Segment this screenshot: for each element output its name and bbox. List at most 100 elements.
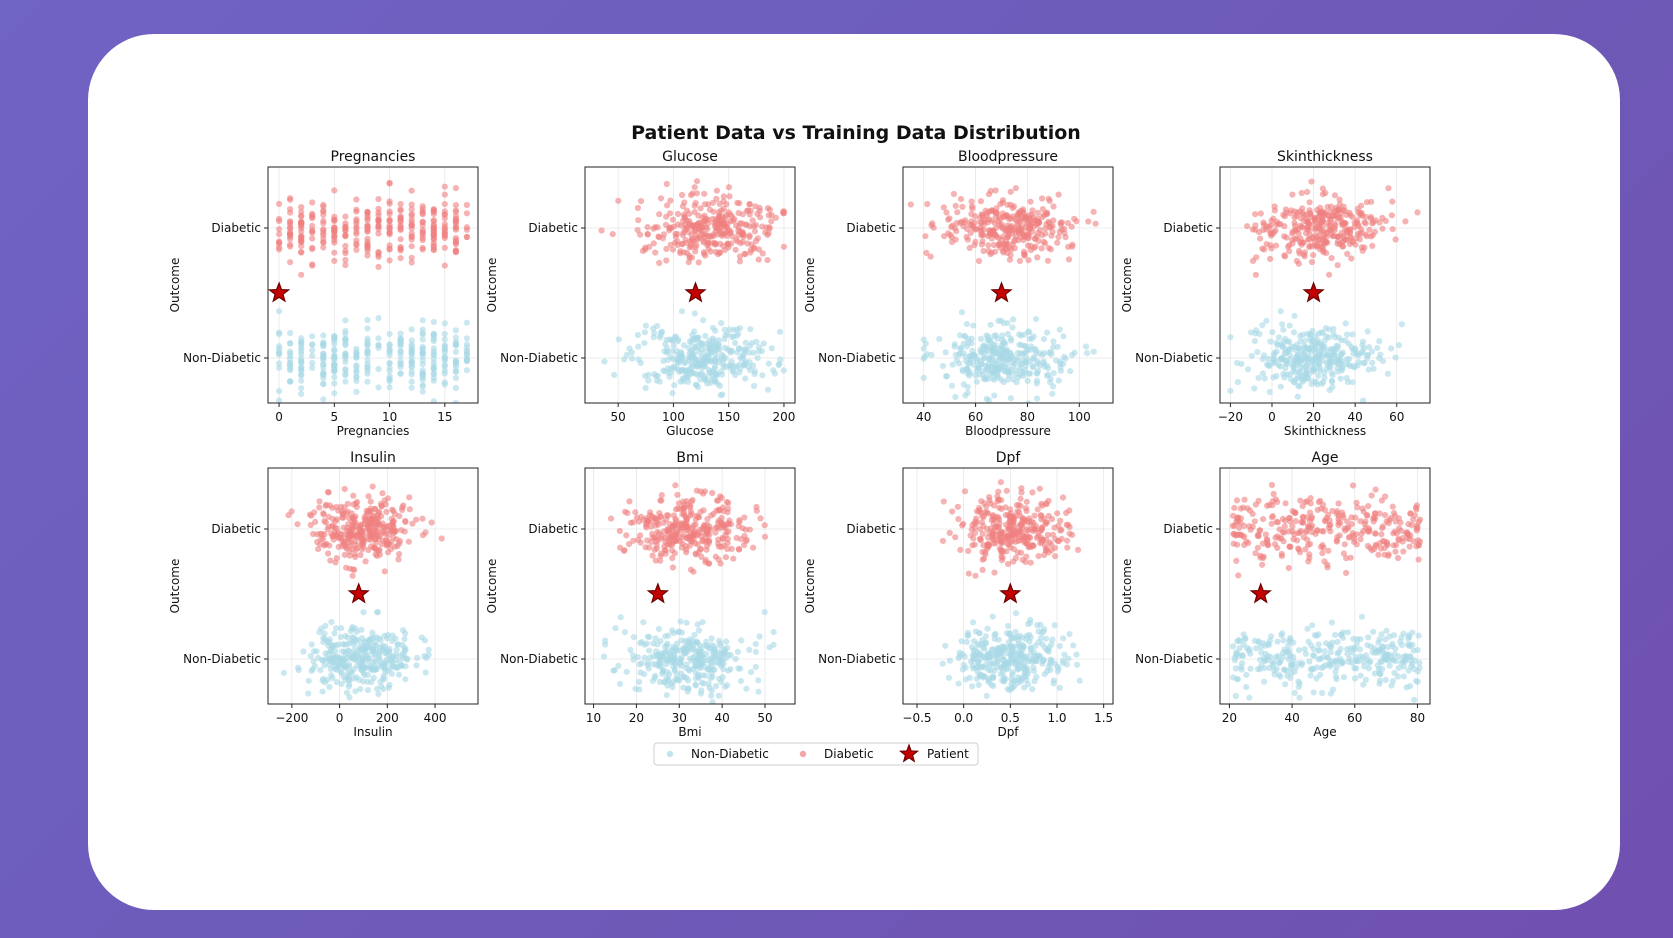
data-point <box>991 219 998 226</box>
data-point <box>991 392 998 399</box>
axes-frame <box>267 467 479 705</box>
data-point <box>1058 535 1065 542</box>
data-point <box>969 683 976 690</box>
data-point <box>353 216 360 223</box>
data-point <box>1305 236 1312 243</box>
data-point <box>287 219 294 226</box>
data-point <box>962 392 969 399</box>
data-point <box>986 216 993 223</box>
data-point <box>939 362 947 370</box>
data-point <box>971 541 978 548</box>
data-point <box>375 230 382 237</box>
data-point <box>1038 536 1045 543</box>
data-point <box>1414 209 1421 216</box>
data-point <box>969 619 977 626</box>
data-point <box>965 570 972 577</box>
data-point <box>1302 344 1309 351</box>
data-point <box>696 361 703 369</box>
y-tick-label: Non-Diabetic <box>818 351 896 365</box>
x-tick-label: 1.5 <box>1094 711 1113 725</box>
data-point <box>438 535 445 542</box>
data-point <box>1270 658 1277 665</box>
patient-marker <box>267 281 291 303</box>
data-point <box>1023 526 1030 533</box>
data-point <box>708 635 715 642</box>
data-point <box>342 220 349 227</box>
data-point <box>360 609 367 616</box>
data-point <box>711 356 718 363</box>
data-point <box>709 489 716 497</box>
data-point <box>1313 378 1320 385</box>
data-point <box>1247 665 1254 672</box>
data-point <box>1392 354 1399 361</box>
data-point <box>1011 649 1019 656</box>
data-point <box>692 199 699 207</box>
data-point <box>708 662 715 670</box>
data-point <box>1309 364 1316 371</box>
data-point <box>991 569 998 576</box>
x-tick-label: 100 <box>1068 410 1091 424</box>
data-point <box>1360 681 1367 688</box>
data-point <box>984 625 991 632</box>
data-point <box>1037 512 1045 519</box>
data-point <box>393 646 400 654</box>
data-point <box>1302 337 1309 344</box>
data-point <box>337 634 344 641</box>
data-point <box>621 629 629 636</box>
data-point <box>382 501 389 508</box>
data-point <box>276 345 283 352</box>
data-point <box>364 228 371 235</box>
data-point <box>650 240 657 247</box>
data-point <box>1240 631 1247 638</box>
series-non-diabetic <box>920 309 1097 403</box>
patient-marker <box>990 281 1013 303</box>
data-point <box>361 672 368 679</box>
data-point <box>1368 348 1376 355</box>
data-point <box>751 228 759 235</box>
data-point <box>757 515 764 522</box>
data-point <box>1289 191 1296 198</box>
data-point <box>1281 233 1288 240</box>
data-point <box>1283 209 1290 216</box>
data-point <box>973 515 980 522</box>
data-point <box>305 690 312 697</box>
data-point <box>331 187 338 194</box>
series-diabetic <box>285 483 445 579</box>
data-point <box>376 546 383 553</box>
data-point <box>463 341 470 348</box>
data-point <box>1046 350 1053 357</box>
data-point <box>367 498 374 505</box>
y-axis-label: Outcome <box>168 258 182 313</box>
data-point <box>316 504 323 511</box>
data-point <box>1056 228 1063 235</box>
data-point <box>276 308 283 315</box>
data-point <box>324 676 331 684</box>
data-point <box>1255 665 1262 673</box>
data-point <box>677 248 684 255</box>
data-point <box>652 672 659 680</box>
data-point <box>430 218 437 225</box>
data-point <box>732 655 739 663</box>
x-tick-label: 20 <box>629 711 644 725</box>
data-point <box>682 367 689 374</box>
data-point <box>1047 666 1054 674</box>
data-point <box>987 229 994 236</box>
data-point <box>1386 633 1393 640</box>
data-point <box>463 357 470 365</box>
data-point <box>724 505 732 512</box>
data-point <box>1012 628 1019 636</box>
data-point <box>650 325 657 332</box>
data-point <box>1085 218 1092 225</box>
data-point <box>1036 485 1043 492</box>
data-point <box>1042 521 1049 528</box>
data-point <box>1272 242 1280 249</box>
data-point <box>430 345 437 352</box>
data-point <box>765 386 772 393</box>
data-point <box>352 688 359 695</box>
data-point <box>1317 204 1324 211</box>
subplot-glucose: 50 100 150 200DiabeticNon-DiabeticGlucoseGl… <box>485 149 796 438</box>
data-point <box>719 536 727 543</box>
data-point <box>386 330 393 338</box>
data-point <box>327 557 334 564</box>
data-point <box>642 544 649 551</box>
